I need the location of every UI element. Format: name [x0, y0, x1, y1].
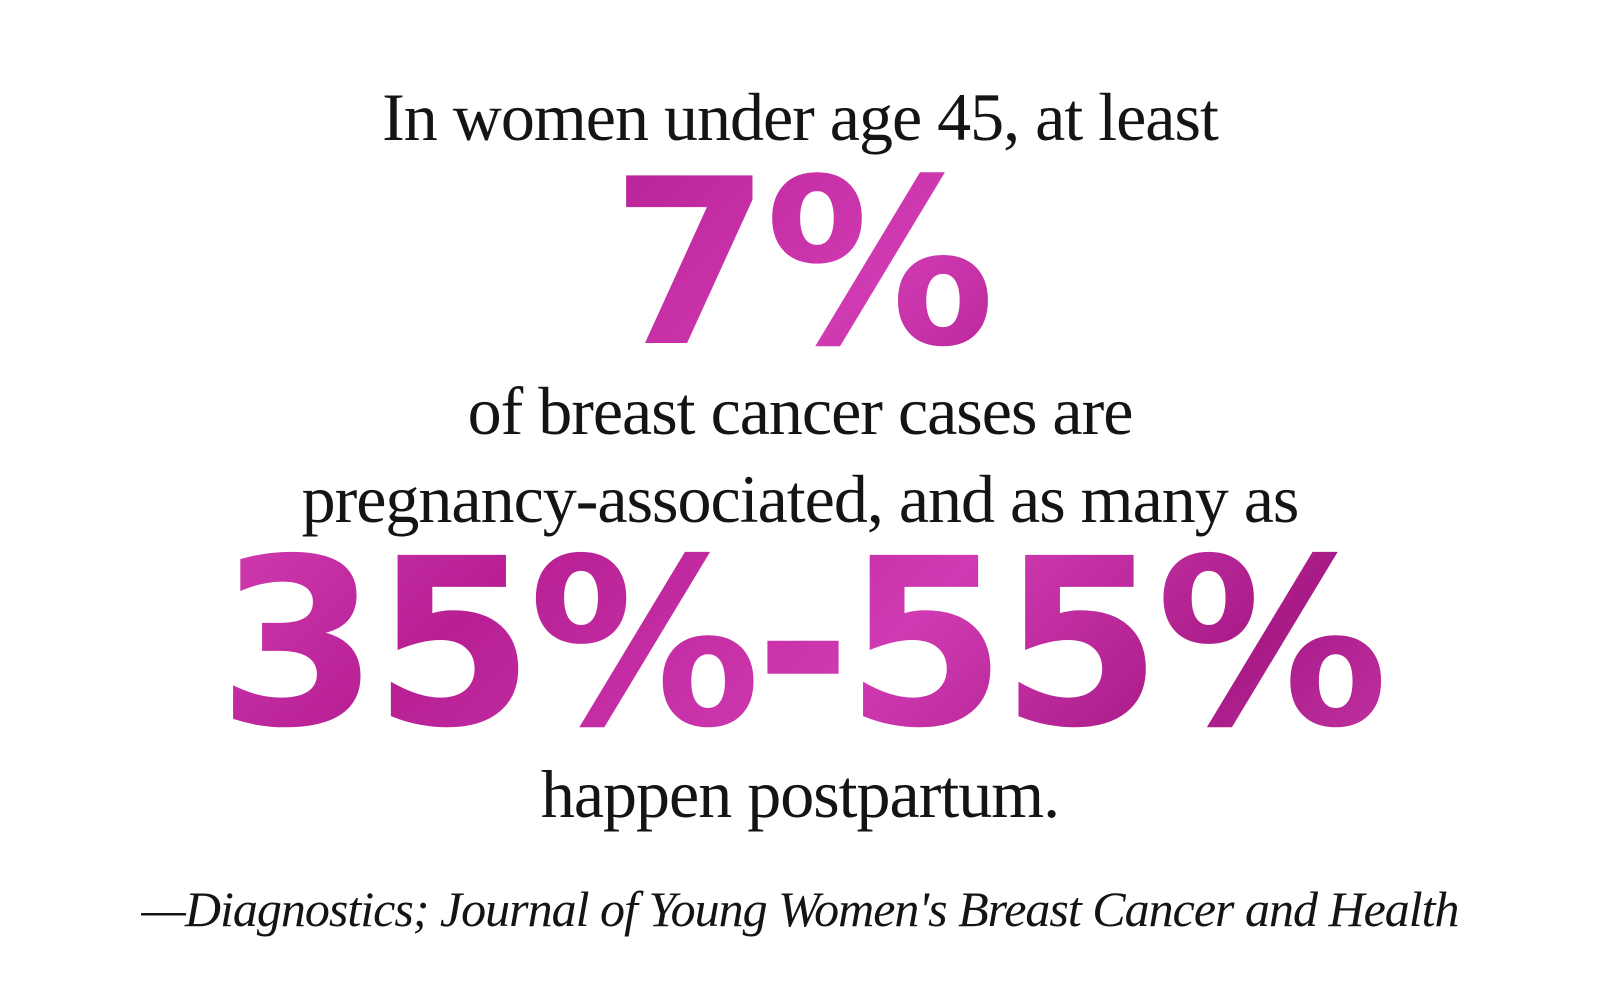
- middle-text-line-2: pregnancy-associated, and as many as: [301, 461, 1300, 537]
- outro-text: happen postpartum.: [540, 756, 1060, 832]
- intro-text: In women under age 45, at least: [382, 79, 1219, 155]
- primary-statistic: 7%: [0, 150, 1600, 380]
- middle-text-line-1: of breast cancer cases are: [467, 373, 1134, 449]
- source-citation: —Diagnostics; Journal of Young Women's B…: [141, 881, 1459, 937]
- secondary-statistic: 35%-55%: [0, 528, 1600, 760]
